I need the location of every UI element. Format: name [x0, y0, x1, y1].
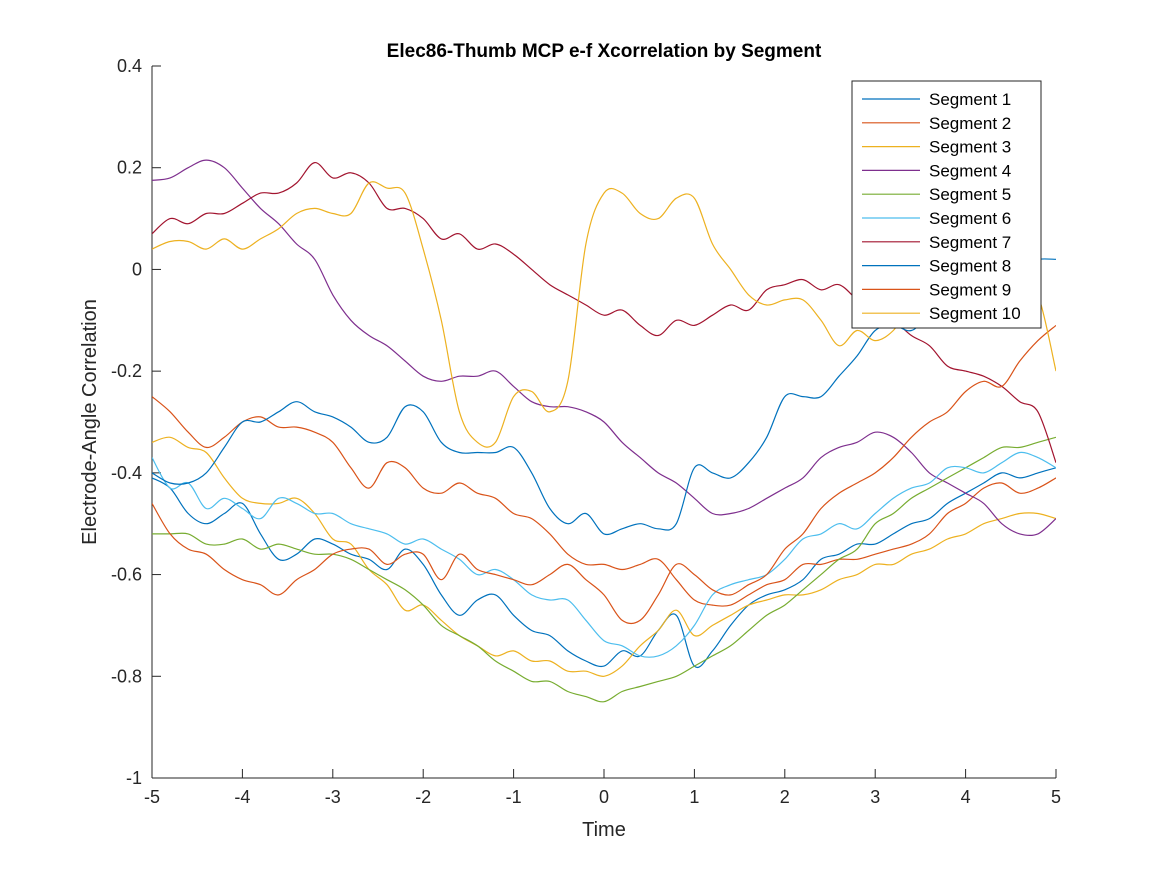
legend-label: Segment 1 — [929, 90, 1011, 109]
series-line-segment-7 — [152, 162, 1056, 463]
legend-label: Segment 4 — [929, 161, 1011, 180]
x-tick-label: 1 — [689, 787, 699, 807]
series-line-segment-4 — [152, 159, 1056, 537]
y-tick-label: 0 — [132, 259, 142, 279]
x-tick-label: -5 — [144, 787, 160, 807]
chart-title: Elec86-Thumb MCP e-f Xcorrelation by Seg… — [387, 41, 822, 62]
series-line-segment-2 — [152, 396, 1056, 607]
legend-label: Segment 7 — [929, 233, 1011, 252]
y-tick-label: -0.4 — [111, 463, 142, 483]
x-tick-label: 4 — [961, 787, 971, 807]
series-line-segment-1 — [152, 467, 1056, 669]
y-tick-label: 0.2 — [117, 158, 142, 178]
series-line-segment-5 — [152, 436, 1056, 703]
series-line-segment-6 — [152, 451, 1056, 658]
y-tick-label: -1 — [126, 768, 142, 788]
legend-label: Segment 3 — [929, 138, 1011, 157]
y-tick-label: 0.4 — [117, 56, 142, 76]
legend-label: Segment 10 — [929, 304, 1021, 323]
x-tick-label: 2 — [780, 787, 790, 807]
x-tick-label: 3 — [870, 787, 880, 807]
legend-label: Segment 6 — [929, 209, 1011, 228]
x-tick-label: 0 — [599, 787, 609, 807]
legend-label: Segment 2 — [929, 114, 1011, 133]
x-tick-label: -3 — [325, 787, 341, 807]
y-tick-label: -0.2 — [111, 361, 142, 381]
x-tick-label: -1 — [506, 787, 522, 807]
y-axis-title: Electrode-Angle Correlation — [79, 299, 101, 545]
y-tick-label: -0.8 — [111, 666, 142, 686]
x-tick-label: -2 — [415, 787, 431, 807]
series-line-segment-3 — [152, 436, 1056, 677]
series-line-segment-8 — [152, 258, 1056, 536]
series-line-segment-9 — [152, 324, 1056, 625]
x-tick-label: 5 — [1051, 787, 1061, 807]
legend-label: Segment 5 — [929, 185, 1011, 204]
axes: -5 -4 -3 -2 -1 0 1 2 3 4 5 -1 -0.8 -0.6 -0.4 -0.2 0 0.2 0.… — [111, 56, 1061, 807]
y-tick-label: -0.6 — [111, 565, 142, 585]
x-tick-label: -4 — [234, 787, 250, 807]
legend: Segment 1 Segment 2 Segment 3 Segment 4 Segm… — [851, 80, 1042, 329]
legend-label: Segment 8 — [929, 257, 1011, 276]
x-axis-title: Time — [582, 819, 626, 841]
legend-box — [851, 80, 1042, 329]
legend-label: Segment 9 — [929, 280, 1011, 299]
